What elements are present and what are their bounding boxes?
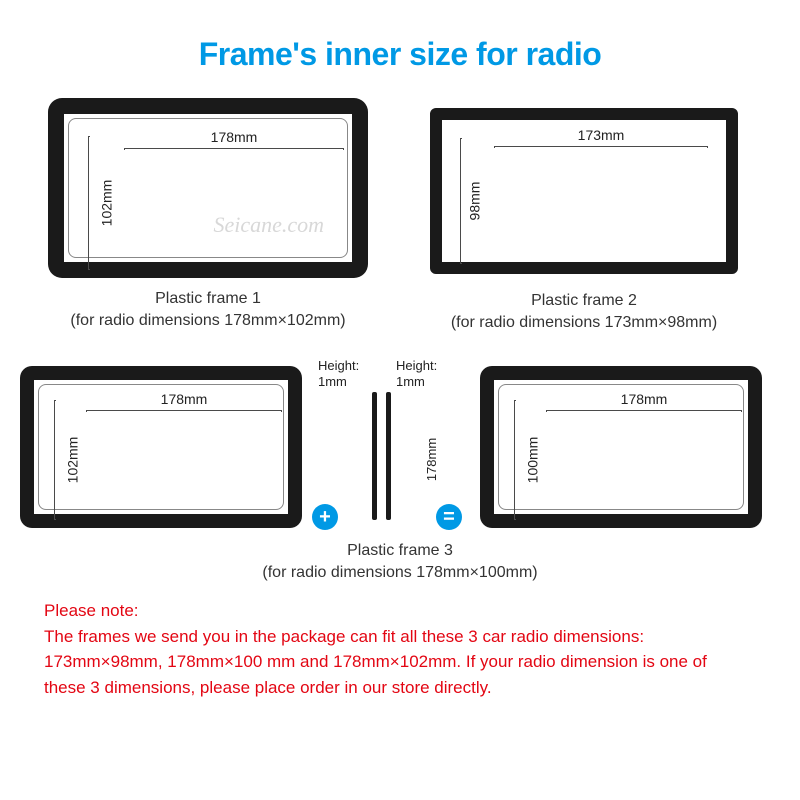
frame3a-width-dim: 178mm xyxy=(86,410,282,411)
frame3a: 178mm 102mm xyxy=(20,366,302,528)
frame2-width-label: 173mm xyxy=(578,127,625,143)
frame2-height-dim: 98mm xyxy=(460,138,461,264)
frame1-height-dim: 102mm xyxy=(88,136,89,270)
spacer-label-left: Height:1mm xyxy=(318,358,359,389)
frame3b-height-dim: 100mm xyxy=(514,400,515,520)
frame3-caption: Plastic frame 3 (for radio dimensions 17… xyxy=(0,540,800,585)
frame1-width-dim: 178mm xyxy=(124,148,344,149)
frame2-wrap: 173mm 98mm Plastic frame 2 (for radio di… xyxy=(430,108,738,335)
frame1: 178mm 102mm Seicane.com xyxy=(48,98,368,278)
spacer-length-label: 178mm xyxy=(424,438,439,481)
frame1-height-label: 102mm xyxy=(98,180,114,227)
frame1-wrap: 178mm 102mm Seicane.com Plastic frame 1 … xyxy=(48,98,368,333)
spacer-bar-2 xyxy=(386,392,391,520)
equals-icon: = xyxy=(436,504,462,530)
frame2-caption-line1: Plastic frame 2 xyxy=(531,292,637,309)
frame3b: 178mm 100mm xyxy=(480,366,762,528)
plus-icon: + xyxy=(312,504,338,530)
frame2: 173mm 98mm xyxy=(430,108,738,274)
frame3-caption-line1: Plastic frame 3 xyxy=(347,542,453,559)
note-line1: Please note: xyxy=(44,601,139,620)
spacer-bar-1 xyxy=(372,392,377,520)
frame3-caption-line2: (for radio dimensions 178mm×100mm) xyxy=(262,564,537,581)
note-line2: The frames we send you in the package ca… xyxy=(44,627,644,646)
frame3b-width-label: 178mm xyxy=(621,391,668,407)
frame1-width-label: 178mm xyxy=(211,129,258,145)
frame2-height-label: 98mm xyxy=(466,182,482,221)
frame2-caption-line2: (for radio dimensions 173mm×98mm) xyxy=(451,314,717,331)
frame3b-height-label: 100mm xyxy=(524,437,540,484)
frame3a-width-label: 178mm xyxy=(161,391,208,407)
note-line3: 173mm×98mm, 178mm×100 mm and 178mm×102mm… xyxy=(44,652,707,671)
frame3a-height-label: 102mm xyxy=(64,437,80,484)
spacer-strips: Height:1mm Height:1mm 178mm xyxy=(342,374,424,534)
note-line4: these 3 dimensions, please place order i… xyxy=(44,678,492,697)
frame1-caption: Plastic frame 1 (for radio dimensions 17… xyxy=(70,288,345,333)
frame3a-height-dim: 102mm xyxy=(54,400,55,520)
frame2-caption: Plastic frame 2 (for radio dimensions 17… xyxy=(451,290,717,335)
please-note: Please note: The frames we send you in t… xyxy=(44,598,707,700)
frame1-caption-line1: Plastic frame 1 xyxy=(155,290,261,307)
page-title: Frame's inner size for radio xyxy=(0,36,800,73)
frame3b-width-dim: 178mm xyxy=(546,410,742,411)
frame3a-wrap: 178mm 102mm xyxy=(20,366,302,528)
watermark: Seicane.com xyxy=(213,212,324,238)
frame3b-wrap: 178mm 100mm xyxy=(480,366,762,528)
frame2-width-dim: 173mm xyxy=(494,146,708,147)
frame1-caption-line2: (for radio dimensions 178mm×102mm) xyxy=(70,312,345,329)
spacer-label-right: Height:1mm xyxy=(396,358,437,389)
